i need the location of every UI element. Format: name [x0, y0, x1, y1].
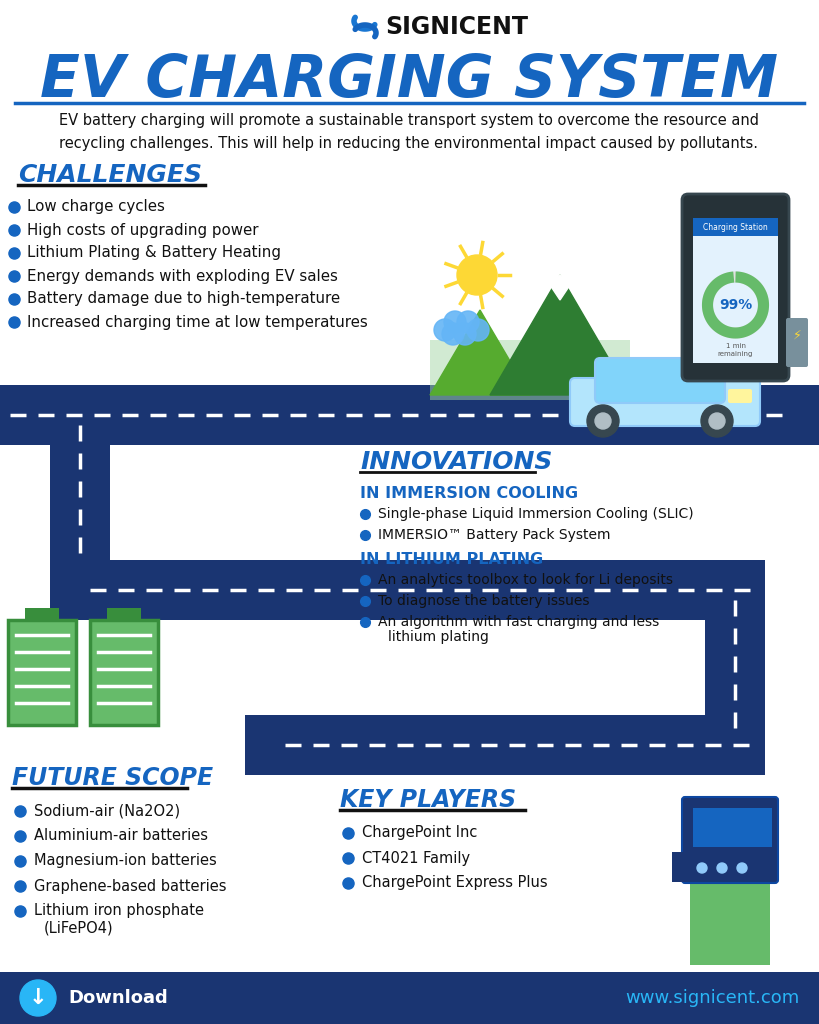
Text: CHALLENGES: CHALLENGES [18, 163, 202, 187]
Text: Increased charging time at low temperatures: Increased charging time at low temperatu… [27, 314, 368, 330]
Circle shape [444, 311, 466, 333]
Text: Lithium iron phosphate: Lithium iron phosphate [34, 903, 204, 919]
Text: ↓: ↓ [29, 988, 48, 1008]
FancyBboxPatch shape [50, 560, 110, 620]
FancyBboxPatch shape [672, 852, 690, 882]
Polygon shape [548, 275, 572, 300]
Text: IN LITHIUM PLATING: IN LITHIUM PLATING [360, 553, 543, 567]
FancyBboxPatch shape [0, 972, 819, 1024]
Text: Battery damage due to high-temperature: Battery damage due to high-temperature [27, 292, 340, 306]
Text: www.signicent.com: www.signicent.com [626, 989, 800, 1007]
Text: 99%: 99% [719, 298, 752, 312]
Text: High costs of upgrading power: High costs of upgrading power [27, 222, 259, 238]
Text: An algorithm with fast charging and less: An algorithm with fast charging and less [378, 615, 659, 629]
Circle shape [442, 323, 464, 345]
FancyBboxPatch shape [693, 808, 772, 847]
FancyBboxPatch shape [682, 194, 789, 381]
Text: INNOVATIONS: INNOVATIONS [360, 450, 552, 474]
Text: Energy demands with exploding EV sales: Energy demands with exploding EV sales [27, 268, 338, 284]
Circle shape [20, 980, 56, 1016]
Polygon shape [490, 275, 630, 395]
Text: Graphene-based batteries: Graphene-based batteries [34, 879, 227, 894]
FancyBboxPatch shape [275, 715, 765, 775]
FancyBboxPatch shape [705, 560, 765, 620]
Text: ⚡: ⚡ [793, 329, 801, 341]
FancyBboxPatch shape [786, 318, 808, 367]
FancyBboxPatch shape [0, 385, 819, 445]
Text: Magnesium-ion batteries: Magnesium-ion batteries [34, 853, 217, 868]
FancyBboxPatch shape [245, 715, 305, 775]
Polygon shape [430, 310, 530, 395]
Text: SIGNICENT: SIGNICENT [385, 15, 528, 39]
Circle shape [595, 413, 611, 429]
Text: IN IMMERSION COOLING: IN IMMERSION COOLING [360, 486, 578, 502]
Circle shape [434, 319, 456, 341]
Text: Single-phase Liquid Immersion Cooling (SLIC): Single-phase Liquid Immersion Cooling (S… [378, 507, 694, 521]
Text: Aluminium-air batteries: Aluminium-air batteries [34, 828, 208, 844]
Text: ChargePoint Express Plus: ChargePoint Express Plus [362, 876, 548, 891]
FancyBboxPatch shape [705, 715, 765, 775]
FancyBboxPatch shape [107, 608, 141, 622]
Circle shape [709, 413, 725, 429]
FancyBboxPatch shape [690, 835, 770, 965]
Text: Download: Download [68, 989, 168, 1007]
FancyBboxPatch shape [705, 590, 765, 745]
Text: Lithium Plating & Battery Heating: Lithium Plating & Battery Heating [27, 246, 281, 260]
Text: (LiFePO4): (LiFePO4) [44, 921, 114, 936]
Text: Charging Station: Charging Station [704, 222, 768, 231]
FancyBboxPatch shape [50, 415, 110, 590]
Text: IMMERSIO™ Battery Pack System: IMMERSIO™ Battery Pack System [378, 528, 610, 542]
FancyBboxPatch shape [50, 385, 110, 445]
Text: FUTURE SCOPE: FUTURE SCOPE [12, 766, 213, 790]
FancyBboxPatch shape [728, 389, 752, 403]
Text: lithium plating: lithium plating [388, 630, 489, 644]
Circle shape [587, 406, 619, 437]
Text: KEY PLAYERS: KEY PLAYERS [340, 788, 516, 812]
Circle shape [697, 863, 707, 873]
FancyBboxPatch shape [570, 378, 760, 426]
Circle shape [701, 406, 733, 437]
FancyBboxPatch shape [682, 797, 778, 883]
FancyBboxPatch shape [693, 218, 778, 362]
Circle shape [467, 319, 489, 341]
Circle shape [457, 311, 479, 333]
Text: To diagnose the battery issues: To diagnose the battery issues [378, 594, 590, 608]
Text: An analytics toolbox to look for Li deposits: An analytics toolbox to look for Li depo… [378, 573, 673, 587]
Text: Low charge cycles: Low charge cycles [27, 200, 165, 214]
Circle shape [454, 323, 476, 345]
Text: EV battery charging will promote a sustainable transport system to overcome the : EV battery charging will promote a susta… [59, 113, 759, 152]
Text: 1 min
remaining: 1 min remaining [717, 343, 753, 357]
FancyBboxPatch shape [430, 340, 630, 400]
FancyBboxPatch shape [693, 218, 778, 236]
Circle shape [737, 863, 747, 873]
Text: CT4021 Family: CT4021 Family [362, 851, 470, 865]
Circle shape [457, 255, 497, 295]
FancyBboxPatch shape [595, 358, 725, 403]
FancyBboxPatch shape [8, 620, 76, 725]
FancyBboxPatch shape [90, 620, 158, 725]
FancyBboxPatch shape [25, 608, 59, 622]
Text: Sodium-air (Na2O2): Sodium-air (Na2O2) [34, 804, 180, 818]
FancyBboxPatch shape [80, 560, 765, 620]
Circle shape [717, 863, 727, 873]
Text: ChargePoint Inc: ChargePoint Inc [362, 825, 477, 841]
Text: EV CHARGING SYSTEM: EV CHARGING SYSTEM [40, 51, 778, 109]
